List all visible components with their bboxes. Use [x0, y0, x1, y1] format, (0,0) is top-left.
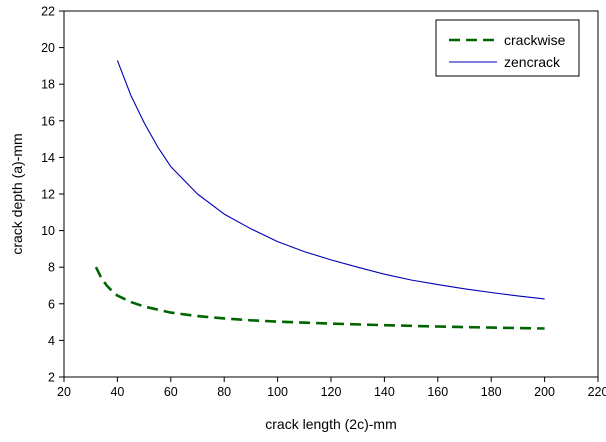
- y-tick-label: 4: [48, 334, 55, 348]
- legend-label-zencrack: zencrack: [504, 54, 561, 70]
- y-tick-label: 10: [41, 224, 55, 238]
- series-line-zencrack: [116, 60, 545, 300]
- legend-box: [435, 19, 580, 77]
- x-tick-label: 80: [217, 385, 231, 399]
- x-tick-label: 200: [534, 385, 555, 399]
- x-tick-label: 220: [588, 385, 606, 399]
- series-line-crackwise: [94, 266, 545, 330]
- y-tick-label: 6: [48, 297, 55, 311]
- x-tick-label: 60: [164, 385, 178, 399]
- series-layer: [94, 60, 545, 330]
- x-tick-label: 160: [427, 385, 448, 399]
- x-tick-label: 140: [374, 385, 395, 399]
- y-tick-label: 8: [48, 261, 55, 275]
- axis-ticks: 20 40 60 80 100 120 140 160 180 200 220 2 4 6 8 10 12 14 1…: [41, 5, 606, 400]
- y-tick-label: 18: [41, 78, 55, 92]
- y-axis-title: crack depth (a)-mm: [9, 133, 25, 254]
- y-tick-label: 22: [41, 5, 55, 19]
- x-tick-label: 120: [321, 385, 342, 399]
- x-axis-title: crack length (2c)-mm: [265, 416, 396, 432]
- x-tick-label: 40: [110, 385, 124, 399]
- x-tick-label: 180: [481, 385, 502, 399]
- y-tick-label: 2: [48, 371, 55, 385]
- y-tick-label: 16: [41, 114, 55, 128]
- y-tick-label: 20: [41, 41, 55, 55]
- x-tick-label: 20: [57, 385, 71, 399]
- legend-label-crackwise: crackwise: [504, 32, 566, 48]
- x-tick-label: 100: [267, 385, 288, 399]
- y-tick-label: 14: [41, 151, 55, 165]
- y-tick-label: 12: [41, 188, 55, 202]
- legend: crackwise zencrack: [435, 19, 580, 77]
